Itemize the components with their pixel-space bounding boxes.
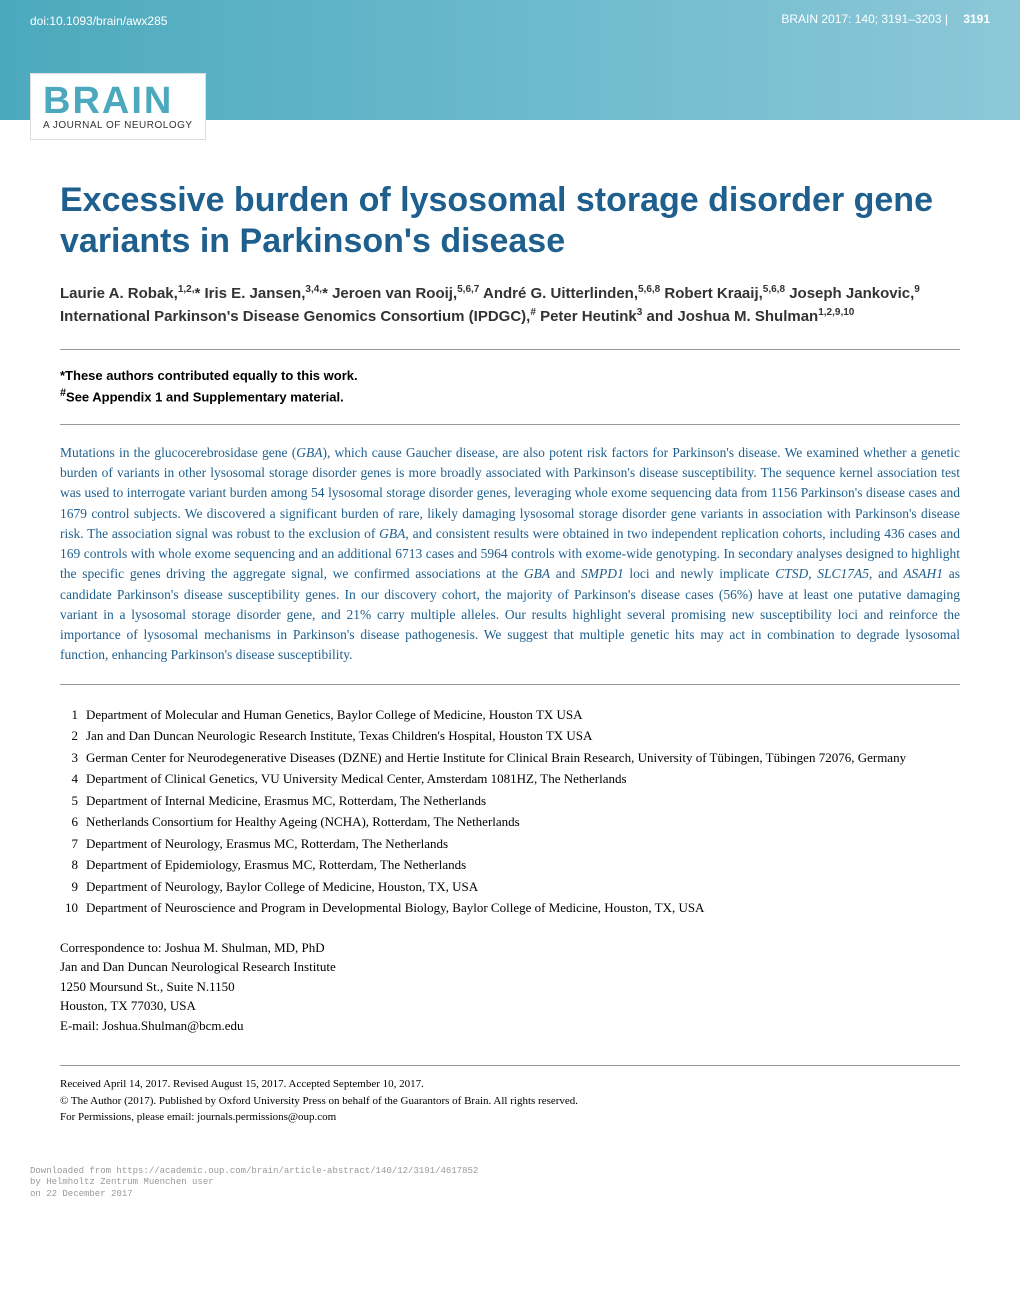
abstract-text: Mutations in the glucocerebrosidase gene…	[60, 443, 960, 666]
affiliation-text: Department of Clinical Genetics, VU Univ…	[86, 769, 960, 789]
affiliation-text: Department of Neuroscience and Program i…	[86, 898, 960, 918]
correspondence-line1: Jan and Dan Duncan Neurological Research…	[60, 957, 960, 977]
footnote-appendix: #See Appendix 1 and Supplementary materi…	[60, 387, 960, 404]
affiliation-text: German Center for Neurodegenerative Dise…	[86, 748, 960, 768]
affiliation-item: 8Department of Epidemiology, Erasmus MC,…	[60, 855, 960, 875]
download-line3: on 22 December 2017	[30, 1189, 990, 1201]
affiliation-text: Netherlands Consortium for Healthy Agein…	[86, 812, 960, 832]
affiliation-item: 3German Center for Neurodegenerative Dis…	[60, 748, 960, 768]
affiliation-number: 5	[60, 791, 86, 811]
affiliation-number: 9	[60, 877, 86, 897]
affiliation-item: 6Netherlands Consortium for Healthy Agei…	[60, 812, 960, 832]
affiliation-text: Department of Epidemiology, Erasmus MC, …	[86, 855, 960, 875]
doi-text: doi:10.1093/brain/awx285	[30, 14, 167, 28]
header-banner: doi:10.1093/brain/awx285 BRAIN 2017: 140…	[0, 0, 1020, 120]
affiliation-text: Department of Internal Medicine, Erasmus…	[86, 791, 960, 811]
correspondence-section: Correspondence to: Joshua M. Shulman, MD…	[60, 938, 960, 1036]
affiliation-number: 7	[60, 834, 86, 854]
divider	[60, 349, 960, 350]
header-right: BRAIN 2017: 140; 3191–3203 | 3191	[781, 12, 990, 26]
correspondence-line3: Houston, TX 77030, USA	[60, 996, 960, 1016]
received-section: Received April 14, 2017. Revised August …	[60, 1065, 960, 1126]
logo-text: BRAIN	[43, 82, 193, 120]
affiliation-text: Department of Neurology, Erasmus MC, Rot…	[86, 834, 960, 854]
affiliation-item: 4Department of Clinical Genetics, VU Uni…	[60, 769, 960, 789]
abstract-section: Mutations in the glucocerebrosidase gene…	[60, 424, 960, 685]
affiliation-number: 6	[60, 812, 86, 832]
affiliation-item: 1Department of Molecular and Human Genet…	[60, 705, 960, 725]
page-number: 3191	[963, 12, 990, 26]
correspondence-line2: 1250 Moursund St., Suite N.1150	[60, 977, 960, 997]
authors-list: Laurie A. Robak,1,2,* Iris E. Jansen,3,4…	[60, 282, 960, 329]
affiliation-item: 7Department of Neurology, Erasmus MC, Ro…	[60, 834, 960, 854]
article-title: Excessive burden of lysosomal storage di…	[60, 180, 960, 262]
download-line1: Downloaded from https://academic.oup.com…	[30, 1166, 990, 1178]
affiliation-number: 8	[60, 855, 86, 875]
download-line2: by Helmholtz Zentrum Muenchen user	[30, 1177, 990, 1189]
journal-ref: BRAIN 2017: 140; 3191–3203	[781, 12, 941, 26]
brain-logo: BRAIN A JOURNAL OF NEUROLOGY	[30, 73, 206, 140]
affiliation-item: 5Department of Internal Medicine, Erasmu…	[60, 791, 960, 811]
affiliation-text: Department of Molecular and Human Geneti…	[86, 705, 960, 725]
affiliation-text: Department of Neurology, Baylor College …	[86, 877, 960, 897]
download-footer: Downloaded from https://academic.oup.com…	[0, 1156, 1020, 1211]
affiliations-list: 1Department of Molecular and Human Genet…	[60, 705, 960, 918]
affiliation-item: 9Department of Neurology, Baylor College…	[60, 877, 960, 897]
affiliation-number: 3	[60, 748, 86, 768]
logo-subtitle: A JOURNAL OF NEUROLOGY	[43, 120, 193, 131]
content-area: Excessive burden of lysosomal storage di…	[0, 120, 1020, 1156]
footnote-equal-contribution: *These authors contributed equally to th…	[60, 368, 960, 383]
copyright-text: © The Author (2017). Published by Oxford…	[60, 1093, 960, 1110]
affiliation-text: Jan and Dan Duncan Neurologic Research I…	[86, 726, 960, 746]
received-dates: Received April 14, 2017. Revised August …	[60, 1076, 960, 1093]
affiliation-number: 10	[60, 898, 86, 918]
affiliation-item: 10Department of Neuroscience and Program…	[60, 898, 960, 918]
affiliation-number: 4	[60, 769, 86, 789]
vertical-divider: |	[945, 12, 951, 26]
correspondence-label: Correspondence to: Joshua M. Shulman, MD…	[60, 938, 960, 958]
permissions-text: For Permissions, please email: journals.…	[60, 1109, 960, 1126]
affiliation-item: 2Jan and Dan Duncan Neurologic Research …	[60, 726, 960, 746]
affiliation-number: 2	[60, 726, 86, 746]
correspondence-line4: E-mail: Joshua.Shulman@bcm.edu	[60, 1016, 960, 1036]
affiliation-number: 1	[60, 705, 86, 725]
